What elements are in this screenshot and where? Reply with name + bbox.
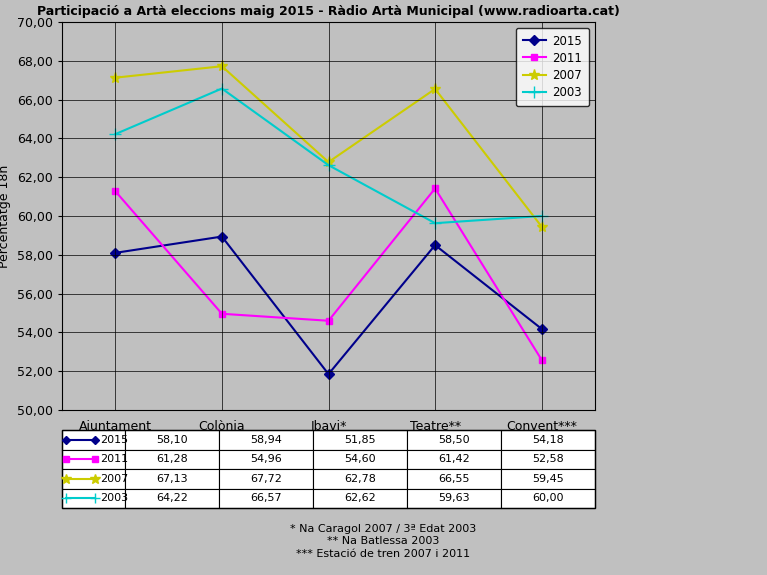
2011: [324, 317, 333, 324]
FancyBboxPatch shape: [125, 489, 219, 508]
FancyBboxPatch shape: [313, 469, 407, 489]
Text: 2007: 2007: [100, 474, 128, 484]
Text: 58,94: 58,94: [250, 435, 281, 444]
Text: 61,28: 61,28: [156, 454, 188, 464]
2011: [110, 187, 120, 194]
Text: 2015: 2015: [100, 435, 128, 444]
Text: 66,55: 66,55: [438, 474, 469, 484]
2011: [217, 310, 226, 317]
Line: 2003: 2003: [110, 83, 548, 229]
2003: [217, 85, 226, 92]
FancyBboxPatch shape: [125, 430, 219, 450]
FancyBboxPatch shape: [62, 469, 125, 489]
Text: 52,58: 52,58: [532, 454, 564, 464]
Text: 59,45: 59,45: [532, 474, 564, 484]
Text: 67,72: 67,72: [250, 474, 281, 484]
FancyBboxPatch shape: [501, 489, 595, 508]
FancyBboxPatch shape: [313, 430, 407, 450]
FancyBboxPatch shape: [407, 450, 501, 469]
FancyBboxPatch shape: [501, 469, 595, 489]
2003: [430, 220, 439, 227]
Text: 61,42: 61,42: [438, 454, 470, 464]
2011: [430, 185, 439, 192]
FancyBboxPatch shape: [62, 450, 125, 469]
Legend: 2015, 2011, 2007, 2003: 2015, 2011, 2007, 2003: [515, 28, 589, 106]
FancyBboxPatch shape: [407, 489, 501, 508]
FancyBboxPatch shape: [219, 450, 313, 469]
FancyBboxPatch shape: [62, 489, 125, 508]
FancyBboxPatch shape: [407, 469, 501, 489]
2007: [430, 86, 439, 93]
2015: [537, 325, 546, 332]
Text: 67,13: 67,13: [156, 474, 188, 484]
FancyBboxPatch shape: [313, 489, 407, 508]
2007: [537, 223, 546, 230]
FancyBboxPatch shape: [219, 469, 313, 489]
FancyBboxPatch shape: [501, 430, 595, 450]
2015: [110, 250, 120, 256]
FancyBboxPatch shape: [125, 450, 219, 469]
Text: 51,85: 51,85: [344, 435, 376, 444]
FancyBboxPatch shape: [62, 430, 125, 450]
2015: [324, 371, 333, 378]
2003: [537, 213, 546, 220]
Text: 2003: 2003: [100, 493, 128, 503]
Text: 66,57: 66,57: [250, 493, 281, 503]
Text: 2011: 2011: [100, 454, 128, 464]
Text: 59,63: 59,63: [438, 493, 469, 503]
FancyBboxPatch shape: [219, 489, 313, 508]
Text: 64,22: 64,22: [156, 493, 188, 503]
Text: 58,50: 58,50: [438, 435, 469, 444]
2015: [217, 233, 226, 240]
2007: [110, 74, 120, 81]
2007: [217, 63, 226, 70]
2011: [537, 356, 546, 363]
Line: 2015: 2015: [112, 233, 545, 378]
Text: 54,18: 54,18: [532, 435, 564, 444]
Text: ** Na Batlessa 2003: ** Na Batlessa 2003: [328, 536, 439, 546]
2003: [110, 131, 120, 137]
Text: 62,78: 62,78: [344, 474, 376, 484]
Text: *** Estació de tren 2007 i 2011: *** Estació de tren 2007 i 2011: [296, 549, 471, 559]
Text: 62,62: 62,62: [344, 493, 376, 503]
2007: [324, 159, 333, 166]
FancyBboxPatch shape: [407, 430, 501, 450]
FancyBboxPatch shape: [501, 450, 595, 469]
FancyBboxPatch shape: [313, 450, 407, 469]
Y-axis label: Percentatge 18h: Percentatge 18h: [0, 164, 12, 267]
Text: 54,96: 54,96: [250, 454, 281, 464]
2015: [430, 242, 439, 248]
FancyBboxPatch shape: [125, 469, 219, 489]
Line: 2007: 2007: [110, 61, 548, 232]
Text: 58,10: 58,10: [156, 435, 188, 444]
Text: 54,60: 54,60: [344, 454, 376, 464]
Line: 2011: 2011: [112, 185, 545, 363]
Text: 60,00: 60,00: [532, 493, 564, 503]
2003: [324, 162, 333, 168]
FancyBboxPatch shape: [219, 430, 313, 450]
Title: Participació a Artà eleccions maig 2015 - Ràdio Artà Municipal (www.radioarta.ca: Participació a Artà eleccions maig 2015 …: [37, 5, 620, 18]
Text: * Na Caragol 2007 / 3ª Edat 2003: * Na Caragol 2007 / 3ª Edat 2003: [291, 523, 476, 534]
